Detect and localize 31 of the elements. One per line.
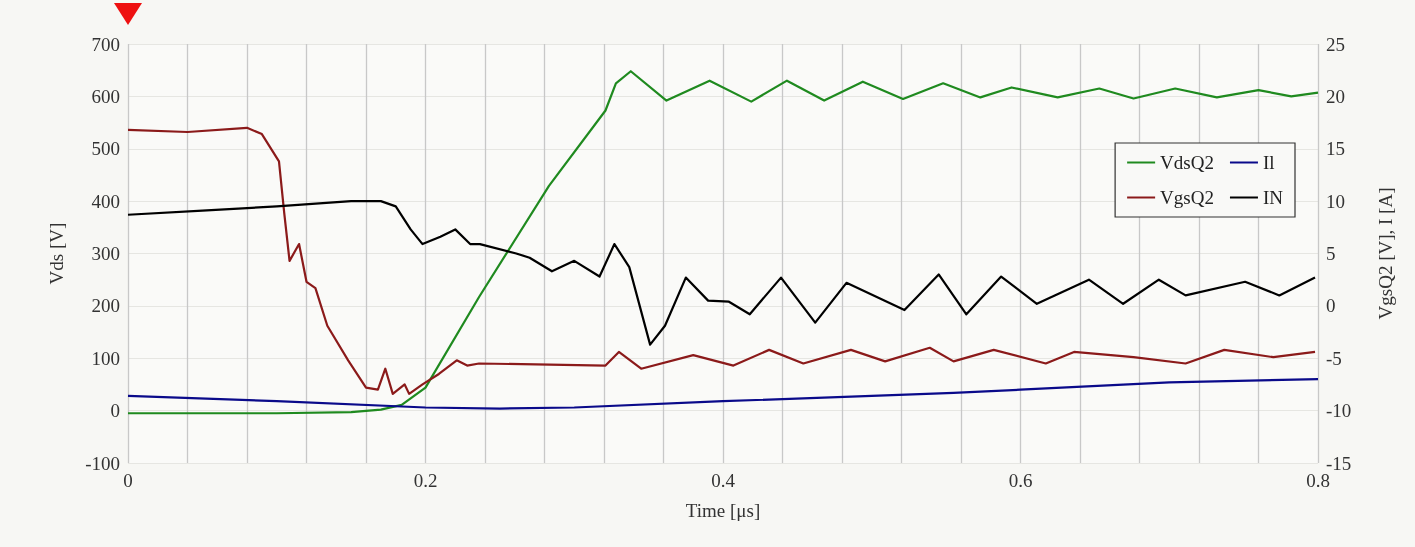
line-series: [126, 126, 1317, 395]
y2-tick-label: 25: [1326, 33, 1345, 55]
x-tick-label: 0.2: [413, 470, 438, 491]
legend-label: VdsQ2: [1160, 152, 1214, 173]
line-series: [126, 70, 1320, 415]
x-tick-label: 0: [123, 470, 133, 491]
y2-tick-label: -5: [1326, 347, 1342, 369]
y-tick-label: 700: [91, 33, 120, 55]
line-series: [126, 378, 1320, 410]
y2-tick-label: 20: [1326, 85, 1345, 107]
legend-label: Il: [1262, 152, 1275, 173]
x-tick-label: 0.6: [1008, 470, 1033, 491]
x-axis-title: Time [μs]: [685, 500, 761, 521]
y2-axis-title: VgsQ2 [V], I [A]: [1375, 187, 1396, 320]
y-tick-label: -100: [85, 452, 120, 474]
y-axis-title: Vds [V]: [46, 222, 67, 285]
legend-label: VgsQ2: [1160, 187, 1214, 208]
y-tick-label: 500: [91, 138, 120, 160]
y-tick-label: 200: [91, 295, 120, 317]
y-tick-label: 100: [91, 347, 120, 369]
y2-tick-label: 0: [1326, 295, 1336, 317]
y-tick-label: 300: [91, 243, 120, 264]
y2-tick-label: -10: [1326, 400, 1352, 422]
x-tick-label: 0.4: [711, 470, 736, 491]
y-tick-label: 0: [110, 400, 120, 422]
y2-tick-label: 15: [1326, 138, 1345, 160]
y2-tick-label: 5: [1326, 243, 1336, 264]
y-tick-label: 400: [91, 190, 120, 212]
legend-label: IN: [1262, 187, 1284, 208]
y-tick-label: 600: [91, 85, 120, 107]
y2-tick-label: 10: [1326, 190, 1345, 212]
